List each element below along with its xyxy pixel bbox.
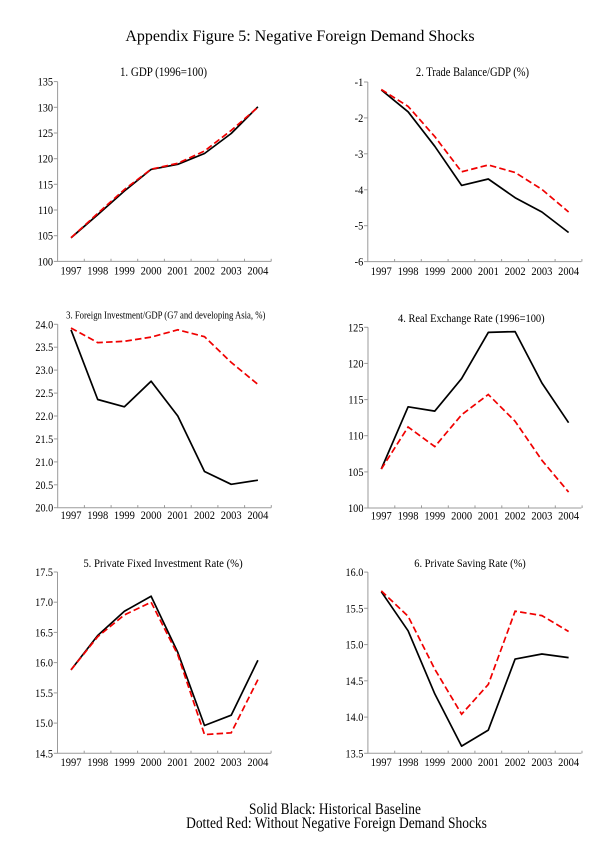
svg-text:Appendix Figure 5: Negative Fo: Appendix Figure 5: Negative Foreign Dema… [125,28,474,45]
svg-text:1999: 1999 [114,265,135,278]
svg-text:16.0: 16.0 [35,657,53,670]
svg-text:115: 115 [38,179,53,192]
svg-text:15.0: 15.0 [346,639,364,652]
svg-text:2002: 2002 [505,265,526,278]
svg-text:21.0: 21.0 [35,456,53,469]
svg-text:110: 110 [38,204,53,217]
svg-text:2000: 2000 [141,265,162,278]
svg-text:2004: 2004 [247,509,268,522]
svg-text:2000: 2000 [141,757,162,770]
svg-text:15.5: 15.5 [346,603,364,616]
svg-text:22.0: 22.0 [35,410,53,423]
svg-text:105: 105 [348,466,364,479]
svg-text:2004: 2004 [558,510,579,523]
svg-text:130: 130 [38,102,54,115]
svg-text:2003: 2003 [221,757,242,770]
svg-text:16.5: 16.5 [35,627,53,640]
svg-text:2003: 2003 [221,265,242,278]
svg-text:100: 100 [348,502,364,515]
svg-text:-5: -5 [355,220,364,233]
svg-text:14.5: 14.5 [35,748,53,761]
svg-text:1998: 1998 [87,757,108,770]
svg-text:1. GDP (1996=100): 1. GDP (1996=100) [120,64,207,79]
svg-text:125: 125 [38,127,54,140]
svg-text:115: 115 [348,394,363,407]
svg-text:1999: 1999 [424,265,445,278]
svg-text:20.0: 20.0 [35,502,53,515]
svg-text:2003: 2003 [531,510,552,523]
svg-text:110: 110 [348,430,363,443]
svg-text:2000: 2000 [451,510,472,523]
svg-text:125: 125 [348,322,364,335]
svg-text:-6: -6 [355,256,364,269]
svg-text:2000: 2000 [141,509,162,522]
svg-text:5. Private Fixed Investment Ra: 5. Private Fixed Investment Rate (%) [83,558,243,571]
svg-text:2001: 2001 [478,757,499,770]
svg-text:13.5: 13.5 [346,748,364,761]
svg-text:2001: 2001 [478,510,499,523]
svg-text:-3: -3 [355,148,364,161]
svg-text:1999: 1999 [424,510,445,523]
svg-text:23.5: 23.5 [35,342,53,355]
svg-text:17.0: 17.0 [35,597,53,610]
svg-text:2004: 2004 [558,265,579,278]
svg-text:Solid Black: Historical Baseli: Solid Black: Historical Baseline [249,801,421,818]
svg-text:14.5: 14.5 [346,675,364,688]
svg-text:23.0: 23.0 [35,364,53,377]
svg-text:1997: 1997 [371,757,392,770]
svg-text:-1: -1 [355,76,364,89]
svg-text:1999: 1999 [114,509,135,522]
svg-text:22.5: 22.5 [35,387,53,400]
svg-text:2002: 2002 [505,510,526,523]
svg-text:1999: 1999 [424,757,445,770]
svg-text:1998: 1998 [398,510,419,523]
svg-text:15.0: 15.0 [35,717,53,730]
svg-text:1999: 1999 [114,757,135,770]
svg-text:1998: 1998 [87,265,108,278]
svg-text:2004: 2004 [247,757,268,770]
svg-text:2002: 2002 [194,509,215,522]
svg-text:2001: 2001 [167,757,188,770]
svg-text:2000: 2000 [451,265,472,278]
svg-text:2002: 2002 [505,757,526,770]
svg-text:2003: 2003 [221,509,242,522]
svg-text:2003: 2003 [531,265,552,278]
svg-text:105: 105 [38,230,54,243]
svg-text:1997: 1997 [61,509,82,522]
svg-text:14.0: 14.0 [346,711,364,724]
svg-text:6. Private Saving Rate (%): 6. Private Saving Rate (%) [414,557,526,570]
svg-text:2000: 2000 [451,757,472,770]
svg-text:1997: 1997 [371,510,392,523]
svg-text:24.0: 24.0 [35,319,53,332]
svg-text:120: 120 [348,358,364,371]
svg-text:1998: 1998 [398,757,419,770]
svg-text:2001: 2001 [167,509,188,522]
svg-text:1997: 1997 [61,265,82,278]
svg-text:2002: 2002 [194,265,215,278]
svg-text:1998: 1998 [398,265,419,278]
svg-text:4. Real Exchange Rate (1996=10: 4. Real Exchange Rate (1996=100) [398,312,545,325]
svg-text:1998: 1998 [87,509,108,522]
svg-text:2001: 2001 [478,265,499,278]
svg-text:17.5: 17.5 [35,566,53,579]
svg-text:Dotted Red: Without Negative F: Dotted Red: Without Negative Foreign Dem… [186,815,487,832]
svg-text:2001: 2001 [167,265,188,278]
svg-text:-4: -4 [355,184,364,197]
svg-text:2004: 2004 [558,757,579,770]
svg-text:16.0: 16.0 [346,566,364,579]
svg-text:2002: 2002 [194,757,215,770]
svg-text:3. Foreign Investment/GDP (G7: 3. Foreign Investment/GDP (G7 and develo… [66,310,265,322]
svg-text:1997: 1997 [371,265,392,278]
svg-text:15.5: 15.5 [35,687,53,700]
svg-text:135: 135 [38,76,54,89]
svg-text:120: 120 [38,153,54,166]
svg-text:20.5: 20.5 [35,479,53,492]
svg-text:21.5: 21.5 [35,433,53,446]
svg-text:2003: 2003 [531,757,552,770]
svg-text:1997: 1997 [61,757,82,770]
svg-text:2. Trade Balance/GDP (%): 2. Trade Balance/GDP (%) [416,64,529,79]
svg-text:100: 100 [38,256,54,269]
svg-text:-2: -2 [355,112,364,125]
svg-text:2004: 2004 [247,265,268,278]
